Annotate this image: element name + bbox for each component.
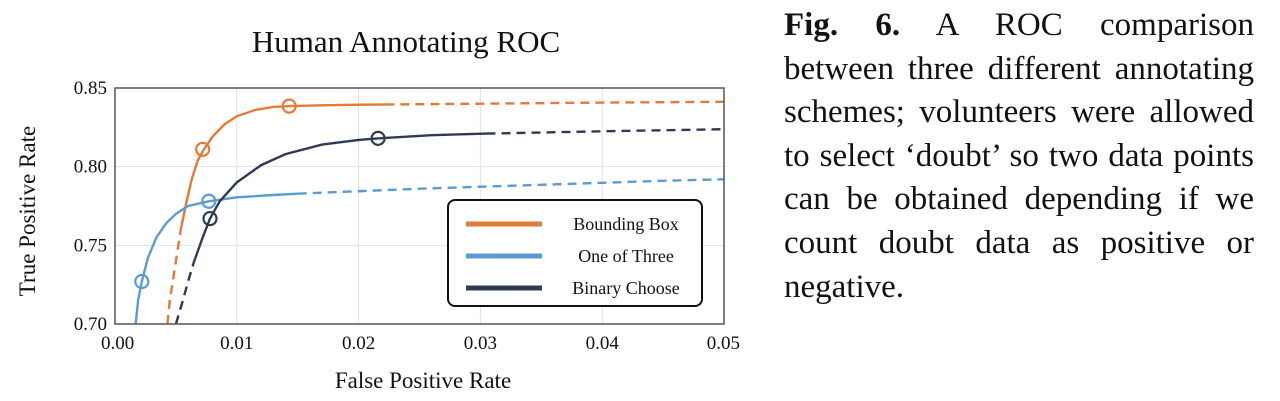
bounding-box-solid-line [179,103,386,230]
one-of-three-dashed-tail [297,178,725,195]
bounding-box-marker [195,141,211,157]
x-tick-label: 0.05 [707,333,740,354]
bounding-box-dashed-tail [385,100,725,106]
y-tick-label: 0.85 [74,78,107,99]
chart-title: Human Annotating ROC [252,24,560,59]
y-tick-label: 0.75 [74,235,107,256]
series-bounding-box [166,98,725,325]
x-tick-label: 0.01 [220,333,253,354]
tick-labels: 0.00 0.01 0.02 0.03 0.04 0.05 0.70 0.75 0.80 0.85 [74,78,740,354]
legend-label-binary-choose: Binary Choose [572,278,680,298]
binary-choose-dashed-tail [486,128,725,135]
bounding-box-dashed-line [166,229,182,325]
y-tick-label: 0.70 [74,314,107,335]
legend-label-bounding-box: Bounding Box [573,214,679,234]
one-of-three-marker [201,193,217,209]
figure-caption: Fig. 6. A ROC comparison between three d… [784,4,1254,309]
series-binary-choose [174,128,725,325]
series-layer [134,98,725,325]
figure-number: Fig. 6. [784,7,901,43]
one-of-three-solid-line [134,192,298,325]
y-tick-label: 0.80 [74,157,107,178]
series-one-of-three [134,178,725,325]
plot-frame [114,87,725,325]
x-tick-label: 0.02 [342,333,375,354]
binary-choose-dashed-line [174,260,196,325]
x-tick-label: 0.04 [586,333,620,354]
binary-choose-marker [370,130,386,146]
caption-text: A ROC comparison between three different… [784,7,1254,305]
one-of-three-marker [134,273,150,290]
legend: Bounding Box One of Three Binary Choose [447,199,703,307]
y-axis-label: True Positive Rate [15,126,40,296]
legend-label-one-of-three: One of Three [578,246,674,266]
bounding-box-marker [281,98,297,114]
x-tick-label: 0.00 [101,333,134,354]
x-axis-label: False Positive Rate [335,368,511,393]
binary-choose-marker [202,210,218,227]
roc-chart: Human Annotating ROC 0.00 0.01 0.02 0.03 0.0… [15,24,740,393]
x-tick-label: 0.03 [464,333,497,354]
binary-choose-solid-line [193,132,487,262]
